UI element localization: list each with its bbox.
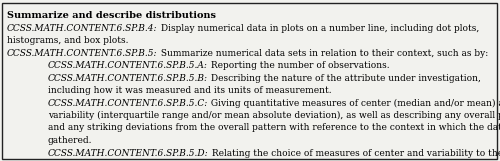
Text: Relating the choice of measures of center and variability to the: Relating the choice of measures of cente… xyxy=(208,148,500,157)
Text: CCSS.MATH.CONTENT.6.SP.B.5.C:: CCSS.MATH.CONTENT.6.SP.B.5.C: xyxy=(48,99,208,108)
Text: CCSS.MATH.CONTENT.6.SP.B.5.B:: CCSS.MATH.CONTENT.6.SP.B.5.B: xyxy=(48,74,208,82)
Text: CCSS.MATH.CONTENT.6.SP.B.5.A:: CCSS.MATH.CONTENT.6.SP.B.5.A: xyxy=(48,61,208,70)
Text: variability (interquartile range and/or mean absolute deviation), as well as des: variability (interquartile range and/or … xyxy=(48,111,500,120)
Text: CCSS.MATH.CONTENT.6.SP.B.4:: CCSS.MATH.CONTENT.6.SP.B.4: xyxy=(7,24,158,33)
Text: Reporting the number of observations.: Reporting the number of observations. xyxy=(208,61,390,70)
Text: CCSS.MATH.CONTENT.6.SP.B.5.D:: CCSS.MATH.CONTENT.6.SP.B.5.D: xyxy=(48,148,208,157)
Text: CCSS.MATH.CONTENT.6.SP.B.5:: CCSS.MATH.CONTENT.6.SP.B.5: xyxy=(7,48,158,57)
Text: and any striking deviations from the overall pattern with reference to the conte: and any striking deviations from the ove… xyxy=(48,123,500,133)
Text: Display numerical data in plots on a number line, including dot plots,: Display numerical data in plots on a num… xyxy=(158,24,479,33)
Text: Giving quantitative measures of center (median and/or mean) and: Giving quantitative measures of center (… xyxy=(208,99,500,108)
Text: Summarize numerical data sets in relation to their context, such as by:: Summarize numerical data sets in relatio… xyxy=(158,48,488,57)
Text: histograms, and box plots.: histograms, and box plots. xyxy=(7,36,128,45)
Text: Summarize and describe distributions: Summarize and describe distributions xyxy=(7,11,216,20)
Text: including how it was measured and its units of measurement.: including how it was measured and its un… xyxy=(48,86,332,95)
Text: Describing the nature of the attribute under investigation,: Describing the nature of the attribute u… xyxy=(208,74,481,82)
Text: gathered.: gathered. xyxy=(48,136,92,145)
